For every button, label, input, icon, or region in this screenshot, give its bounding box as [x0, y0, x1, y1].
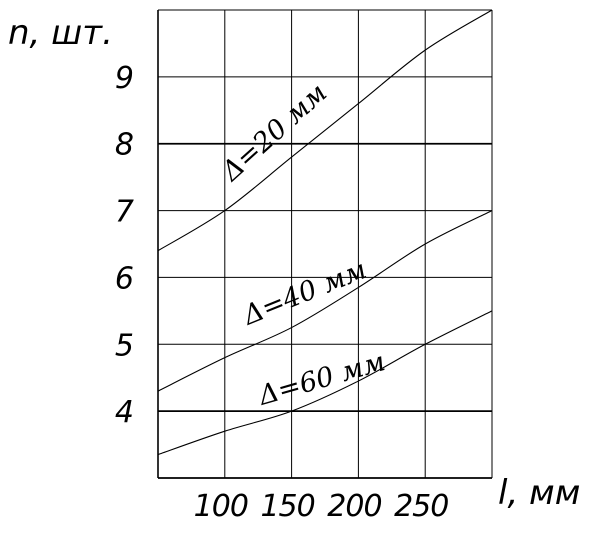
y-tick-label: 8: [115, 128, 134, 163]
series-line: [157, 210, 493, 392]
y-tick-label: 5: [115, 328, 134, 363]
y-tick-label: 9: [115, 61, 134, 96]
series-line: [157, 310, 493, 456]
x-tick-label: 150: [260, 489, 314, 524]
series-group: [157, 9, 493, 456]
y-tick-label: 7: [115, 195, 134, 230]
series-line: [157, 9, 493, 252]
grid: [157, 9, 493, 479]
x-axis-title: l, мм: [498, 473, 580, 513]
y-axis-title: n, шт.: [8, 13, 113, 53]
y-tick-label: 4: [115, 395, 134, 430]
x-tick-label: 100: [194, 489, 248, 524]
y-tick-label: 6: [115, 261, 134, 296]
series-label: Δ=60 мм: [254, 346, 388, 412]
x-tick-label: 250: [394, 489, 448, 524]
x-tick-label: 200: [327, 489, 381, 524]
